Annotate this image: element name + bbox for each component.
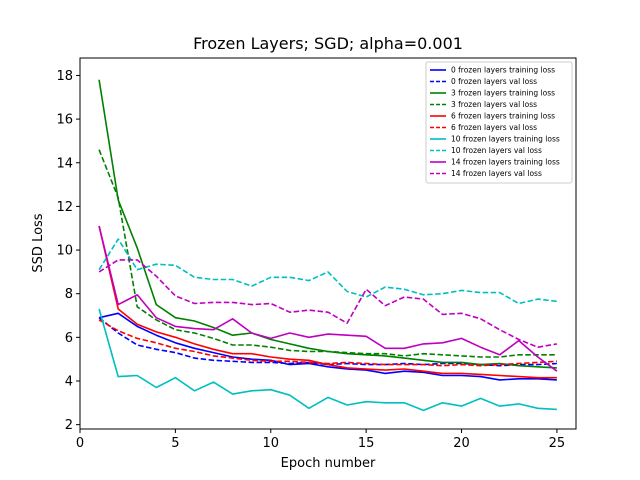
x-tick-label: 0 <box>76 436 84 451</box>
y-tick-label: 10 <box>56 244 73 259</box>
series-line-9 <box>98 259 558 349</box>
y-tick-label: 18 <box>56 69 73 84</box>
x-tick-label: 20 <box>453 436 470 451</box>
plot-frame <box>79 57 577 430</box>
legend-entry: 0 frozen layers val loss <box>451 77 537 86</box>
y-tick-label: 2 <box>65 418 73 433</box>
series-line-6 <box>98 308 557 412</box>
series-line-5 <box>98 319 557 367</box>
legend-entry: 6 frozen layers training loss <box>451 112 555 121</box>
ticks-layer: 0 5 10 15 20 25 2 4 6 8 10 12 14 16 18 <box>56 69 565 451</box>
legend-entry: 3 frozen layers training loss <box>451 89 555 98</box>
legend-entry: 0 frozen layers training loss <box>451 66 555 75</box>
chart-title: Frozen Layers; SGD; alpha=0.001 <box>193 34 463 53</box>
x-tick-label: 15 <box>358 436 375 451</box>
y-tick-label: 6 <box>65 331 73 346</box>
legend: 0 frozen layers training loss 0 frozen la… <box>425 61 573 184</box>
series-line-7 <box>98 238 557 305</box>
legend-entry: 14 frozen layers training loss <box>451 158 560 167</box>
legend-entry: 10 frozen layers val loss <box>451 146 542 155</box>
series-line-4 <box>98 225 557 379</box>
x-tick-label: 10 <box>262 436 279 451</box>
legend-entry: 10 frozen layers training loss <box>451 135 560 144</box>
x-tick-label: 25 <box>549 436 566 451</box>
series-line-1 <box>98 317 557 367</box>
legend-entry: 3 frozen layers val loss <box>451 100 537 109</box>
x-tick-label: 5 <box>171 436 179 451</box>
y-tick-label: 4 <box>65 374 73 389</box>
series-layer <box>98 79 558 412</box>
legend-entry: 14 frozen layers val loss <box>451 169 542 178</box>
series-line-3 <box>98 149 557 358</box>
series-line-0 <box>98 312 557 381</box>
series-line-8 <box>98 225 558 372</box>
y-tick-label: 14 <box>56 156 73 171</box>
x-axis-label: Epoch number <box>281 456 376 471</box>
y-axis-label: SSD Loss <box>31 213 46 272</box>
legend-entry: 6 frozen layers val loss <box>451 123 537 132</box>
y-tick-label: 12 <box>56 200 73 215</box>
y-tick-label: 8 <box>65 287 73 302</box>
legend-box <box>425 61 573 184</box>
y-tick-label: 16 <box>56 113 73 128</box>
